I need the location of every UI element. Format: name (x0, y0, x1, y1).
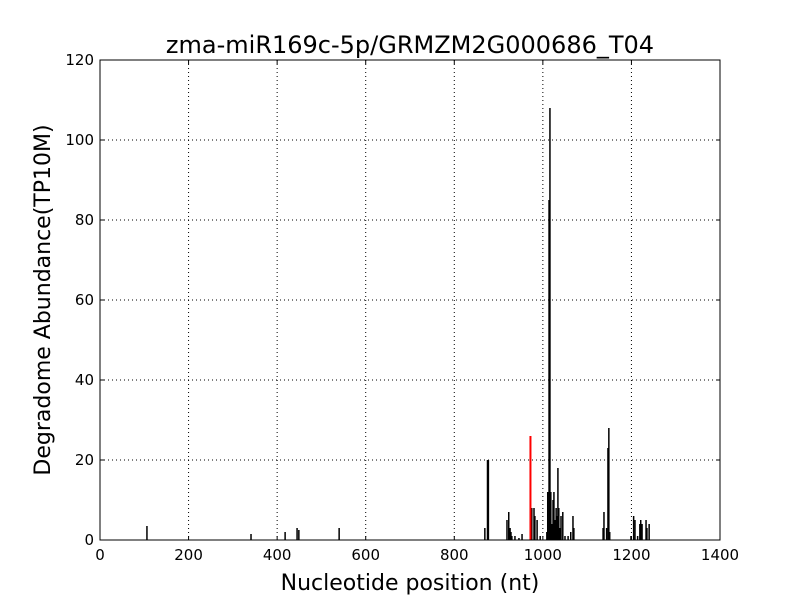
x-axis-label: Nucleotide position (nt) (281, 571, 540, 596)
x-tick-label: 600 (351, 546, 380, 564)
chart-title: zma-miR169c-5p/GRMZM2G000686_T04 (166, 31, 654, 59)
bars (146, 108, 650, 540)
y-tick-label: 120 (65, 51, 94, 69)
x-tick-label: 200 (174, 546, 203, 564)
y-tick-label: 100 (65, 131, 94, 149)
x-tick-label: 1000 (524, 546, 562, 564)
grid (100, 60, 720, 540)
y-tick-label: 60 (75, 291, 94, 309)
x-tick-label: 1200 (612, 546, 650, 564)
x-tick-label: 800 (440, 546, 469, 564)
y-tick-label: 80 (75, 211, 94, 229)
y-tick-label: 40 (75, 371, 94, 389)
x-tick-label: 1400 (701, 546, 739, 564)
y-axis-label: Degradome Abundance(TP10M) (31, 124, 56, 475)
y-tick-label: 0 (84, 531, 94, 549)
y-tick-label: 20 (75, 451, 94, 469)
x-tick-label: 400 (263, 546, 292, 564)
x-tick-label: 0 (95, 546, 105, 564)
ticks: 0 200 400 600 800 1000 1200 1400 0 20 40 60 80 100 120 (65, 51, 739, 564)
